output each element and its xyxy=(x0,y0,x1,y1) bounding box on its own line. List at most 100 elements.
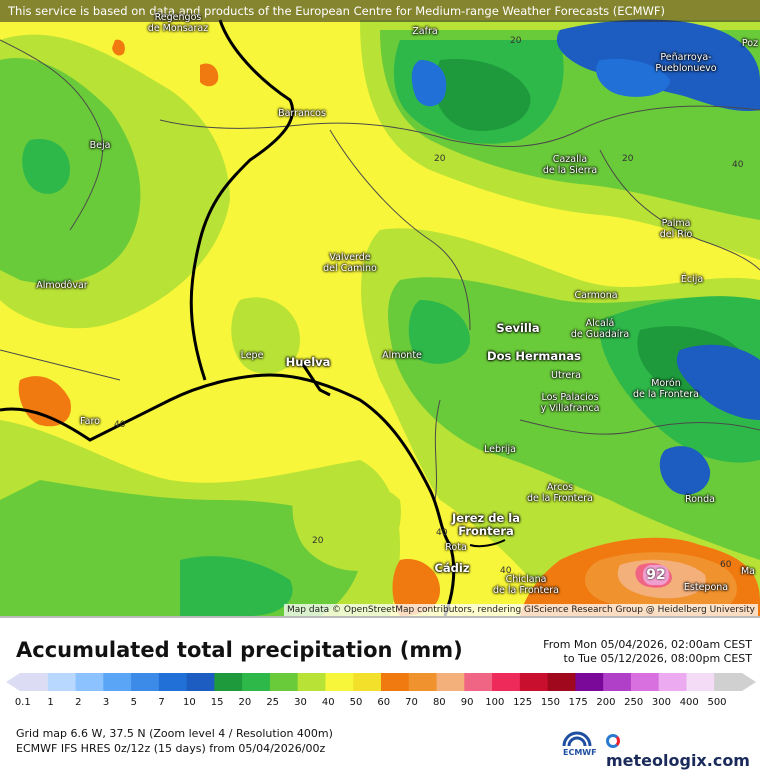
town-label: Huelva xyxy=(285,355,331,369)
town-label: Ronda xyxy=(685,494,715,505)
brand-name: meteologix.com xyxy=(606,751,750,770)
meteologix-logo[interactable]: meteologix.com xyxy=(606,732,760,770)
town-label: Alcalá de Guadaíra xyxy=(570,318,630,340)
town-label: Almonte xyxy=(382,350,422,361)
color-scale-tick: 20 xyxy=(238,697,252,708)
color-scale-swatch xyxy=(575,673,604,691)
town-label: Palma del Río xyxy=(659,218,693,240)
max-value-marker: 92 xyxy=(643,565,669,585)
color-scale-swatch xyxy=(464,673,493,691)
model-info: Grid map 6.6 W, 37.5 N (Zoom level 4 / R… xyxy=(16,726,333,756)
color-scale-tick: 3 xyxy=(102,697,110,708)
town-label: Jerez de la Frontera xyxy=(452,511,520,538)
color-scale-tick: 15 xyxy=(210,697,224,708)
isoline-label: 40 xyxy=(114,420,126,430)
color-scale-swatch xyxy=(297,673,326,691)
color-scale-swatch xyxy=(436,673,465,691)
town-label: Arcos de la Frontera xyxy=(527,482,593,504)
color-scale-tick: 150 xyxy=(540,697,560,708)
precipitation-map[interactable]: This service is based on data and produc… xyxy=(0,0,760,616)
isoline-label: 20 xyxy=(622,154,634,164)
town-label: Barrancos xyxy=(278,108,326,119)
color-scale-swatch xyxy=(492,673,521,691)
color-scale-tick: 300 xyxy=(651,697,672,708)
color-scale-tick: 175 xyxy=(568,697,588,708)
color-scale-tick: 80 xyxy=(432,697,446,708)
town-label: Cádiz xyxy=(434,561,470,575)
color-scale-tick: 125 xyxy=(513,697,533,708)
town-label: Chiclana de la Frontera xyxy=(493,574,559,596)
town-label: Dos Hermanas xyxy=(487,349,581,363)
town-label: Lepe xyxy=(240,350,264,361)
model-run-info: ECMWF IFS HRES 0z/12z (15 days) from 05/… xyxy=(16,742,326,755)
color-scale-tick: 100 xyxy=(485,697,505,708)
meteologix-logo-icon xyxy=(606,734,620,748)
ecmwf-logo-text: ECMWF xyxy=(563,748,597,757)
town-label: Lebrija xyxy=(483,444,517,455)
isoline-label: 20 xyxy=(312,536,324,546)
isoline-label: 40 xyxy=(436,528,448,538)
town-label: Écija xyxy=(680,274,704,285)
town-label: Beja xyxy=(89,140,111,151)
color-scale-tick: 50 xyxy=(349,697,363,708)
color-scale-ticks: 0.1 1 2 3 5 7 10 15 20 25 30 40 50 60 70 80 90 100 125 150 1… xyxy=(0,697,760,711)
color-scale-swatch xyxy=(186,673,215,691)
color-scale-tick: 25 xyxy=(266,697,280,708)
town-label: Estepona xyxy=(683,582,729,593)
town-label: Almodôvar xyxy=(36,280,88,291)
isoline-label: 40 xyxy=(732,160,744,170)
color-scale-tick: 0.1 xyxy=(14,697,31,708)
color-scale-swatch xyxy=(686,673,715,691)
color-scale-swatch xyxy=(630,673,660,691)
color-scale-tick: 90 xyxy=(460,697,474,708)
color-scale-tick: 40 xyxy=(321,697,335,708)
precipitation-field xyxy=(0,0,760,616)
color-scale-swatch xyxy=(325,673,354,691)
color-scale-tick: 30 xyxy=(294,697,307,708)
color-scale-tick: 1 xyxy=(47,697,54,708)
color-scale-tick: 200 xyxy=(596,697,616,708)
town-label: Los Palacios y Villafranca xyxy=(540,392,600,414)
town-label: Zafra xyxy=(412,26,438,37)
town-label: Poz xyxy=(741,38,759,49)
isoline-label: 60 xyxy=(720,560,732,570)
town-label: Cazalla de la Sierra xyxy=(542,154,598,176)
ecmwf-logo-icon xyxy=(562,731,592,747)
color-scale-tick: 70 xyxy=(405,697,418,708)
town-label: Peñarroya- Pueblonuevo xyxy=(655,52,717,74)
color-scale-swatch xyxy=(547,673,576,691)
ecmwf-banner: This service is based on data and produc… xyxy=(0,0,760,22)
color-scale-swatch xyxy=(519,673,549,691)
period-from: From Mon 05/04/2026, 02:00am CEST xyxy=(543,638,752,651)
color-scale-swatch xyxy=(75,673,104,691)
color-scale-tick: 5 xyxy=(130,697,138,708)
color-scale-swatch xyxy=(381,673,410,691)
color-scale-swatch xyxy=(131,673,160,691)
color-scale-swatch xyxy=(714,673,756,691)
color-scale-tick: 400 xyxy=(679,697,699,708)
color-scale-tick: 7 xyxy=(158,697,165,708)
town-label: Sevilla xyxy=(496,321,540,335)
town-label: Rota xyxy=(445,542,467,553)
legend-panel: Accumulated total precipitation (mm) Fro… xyxy=(0,616,760,770)
color-scale-swatch xyxy=(658,673,687,691)
town-label: Valverde del Camino xyxy=(323,252,377,274)
color-scale-tick: 2 xyxy=(75,697,82,708)
town-label: Faro xyxy=(80,416,100,427)
color-scale-swatch xyxy=(242,673,271,691)
color-scale-swatch xyxy=(47,673,77,691)
color-scale-tick: 500 xyxy=(707,697,727,708)
color-scale-swatch xyxy=(408,673,438,691)
map-attribution: Map data © OpenStreetMap contributors, r… xyxy=(284,604,758,616)
color-scale-swatch xyxy=(269,673,299,691)
color-scale-tick: 10 xyxy=(183,697,196,708)
forecast-period: From Mon 05/04/2026, 02:00am CEST to Tue… xyxy=(543,638,752,666)
color-scale-tick: 250 xyxy=(624,697,644,708)
town-label: Morón de la Frontera xyxy=(633,378,699,400)
legend-title: Accumulated total precipitation (mm) xyxy=(16,638,463,662)
town-label: Ma xyxy=(740,566,756,577)
color-scale-swatch xyxy=(214,673,243,691)
grid-info: Grid map 6.6 W, 37.5 N (Zoom level 4 / R… xyxy=(16,727,333,740)
color-scale-bar xyxy=(6,673,756,691)
color-scale-swatch xyxy=(603,673,632,691)
